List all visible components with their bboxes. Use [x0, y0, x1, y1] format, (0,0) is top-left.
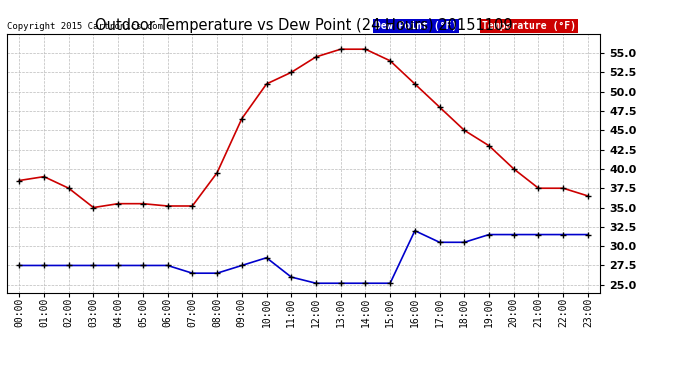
Text: Copyright 2015 Cartronics.com: Copyright 2015 Cartronics.com [7, 22, 163, 31]
Text: Temperature (°F): Temperature (°F) [482, 21, 575, 31]
Text: Dew Point (°F): Dew Point (°F) [375, 21, 457, 31]
Title: Outdoor Temperature vs Dew Point (24 Hours) 20151109: Outdoor Temperature vs Dew Point (24 Hou… [95, 18, 513, 33]
